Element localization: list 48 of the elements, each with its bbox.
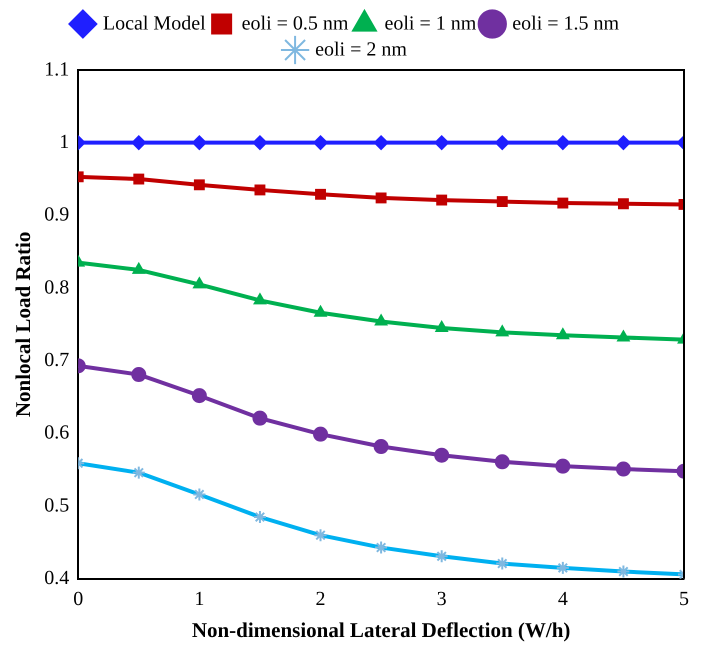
point xyxy=(494,135,510,150)
legend-label: eoli = 0.5 nm xyxy=(242,12,349,34)
point xyxy=(131,135,146,150)
x-tick-label: 0 xyxy=(73,588,84,610)
y-tick-label: 0.7 xyxy=(44,348,70,371)
point xyxy=(436,194,448,206)
point xyxy=(374,439,389,454)
point xyxy=(618,198,629,210)
point xyxy=(434,448,450,463)
legend-label: eoli = 1 nm xyxy=(384,12,477,34)
point xyxy=(434,135,450,150)
x-tick-label: 3 xyxy=(436,588,447,610)
point xyxy=(315,188,326,200)
y-tick-label: 0.5 xyxy=(44,494,70,516)
point xyxy=(252,410,268,426)
y-axis-title: Nonlocal Load Ratio xyxy=(11,232,36,418)
point xyxy=(131,367,146,382)
legend-label: eoli = 1.5 nm xyxy=(512,12,620,34)
legend-label: Local Model xyxy=(102,12,206,34)
x-tick-label: 2 xyxy=(316,588,326,610)
point xyxy=(254,184,266,196)
point xyxy=(496,196,508,208)
x-axis-title: Non-dimensional Lateral Deflection (W/h) xyxy=(192,618,570,642)
point xyxy=(616,462,631,477)
y-tick-label: 0.8 xyxy=(44,276,70,298)
point xyxy=(376,192,387,204)
y-tick-label: 1.1 xyxy=(44,58,70,80)
point xyxy=(557,198,568,208)
y-tick-label: 0.6 xyxy=(44,422,70,444)
point xyxy=(192,388,207,404)
y-tick-label: 0.9 xyxy=(44,204,70,226)
point xyxy=(194,179,205,190)
point xyxy=(494,454,510,470)
legend-label: eoli = 2 nm xyxy=(315,38,408,60)
x-tick-label: 1 xyxy=(194,588,204,610)
point xyxy=(133,174,144,184)
point xyxy=(313,426,328,442)
point xyxy=(555,458,570,474)
point xyxy=(555,135,570,150)
x-tick-label: 4 xyxy=(558,588,568,610)
point xyxy=(192,135,207,150)
point xyxy=(252,135,268,150)
y-tick-label: 1 xyxy=(59,130,70,153)
point xyxy=(313,135,328,150)
y-tick-label: 0.4 xyxy=(44,567,70,590)
x-tick-label: 5 xyxy=(679,588,689,610)
point xyxy=(374,135,389,150)
point xyxy=(616,135,631,150)
